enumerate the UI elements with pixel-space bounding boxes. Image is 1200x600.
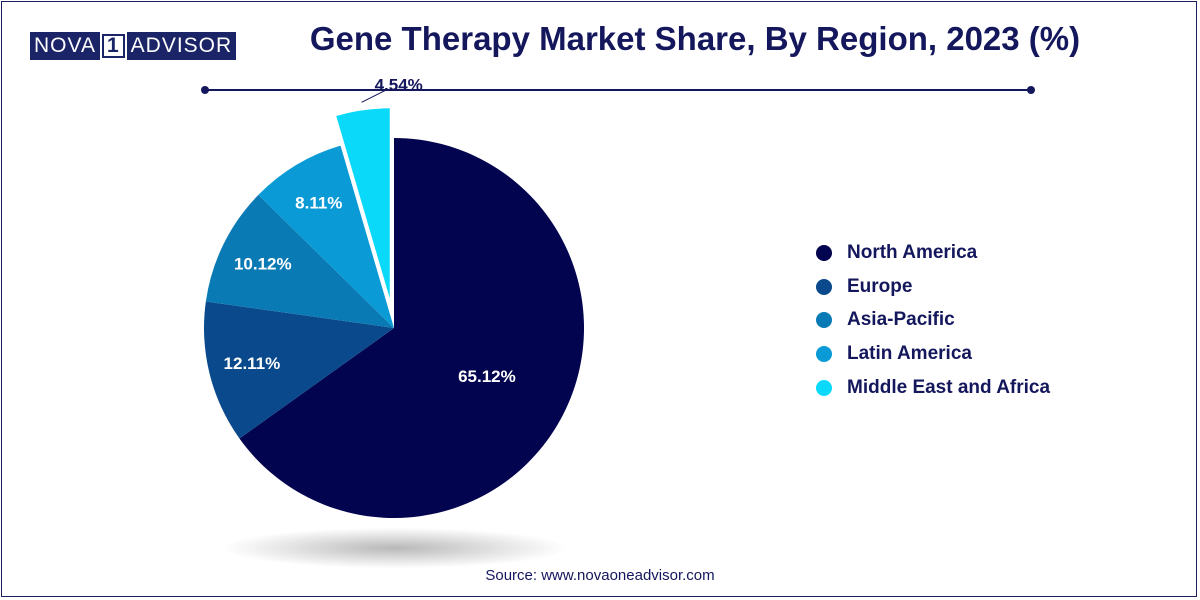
data-label-asia-pacific: 10.12% [234, 254, 292, 273]
pie-slice-middle-east-and-africa [336, 108, 390, 299]
data-label-europe: 12.11% [224, 354, 281, 373]
legend-item-europe: Europe [816, 270, 1050, 304]
legend-label-middle-east-and-africa: Middle East and Africa [847, 376, 1051, 398]
pie-shadow [225, 528, 565, 568]
legend-label-europe: Europe [847, 275, 913, 297]
leader-line-middle-east-and-africa [361, 89, 386, 103]
data-label-north-america: 65.12% [458, 367, 516, 386]
chart-title: Gene Therapy Market Share, By Region, 20… [309, 20, 1081, 57]
pie-slice-asia-pacific [205, 194, 394, 328]
title-divider-left-dot [201, 86, 209, 94]
legend-label-north-america: North America [847, 241, 978, 263]
legend-swatch-latin-america [816, 346, 832, 363]
title-divider [205, 89, 1031, 91]
legend-item-middle-east-and-africa: Middle East and Africa [816, 371, 1050, 405]
legend-label-latin-america: Latin America [847, 343, 972, 365]
brand-logo-left: NOVA [30, 32, 100, 60]
brand-logo-right: ADVISOR [126, 32, 237, 60]
pie-slice-europe [204, 301, 394, 439]
legend-swatch-asia-pacific [816, 312, 832, 329]
legend-swatch-north-america [816, 244, 832, 261]
brand-logo: NOVA 1 ADVISOR [30, 31, 237, 61]
data-label-middle-east-and-africa: 4.54% [375, 75, 423, 94]
title-divider-right-dot [1027, 86, 1035, 94]
pie-slice-north-america [239, 138, 585, 518]
data-label-latin-america: 8.11% [295, 194, 342, 213]
pie-slice-latin-america [258, 145, 394, 328]
legend-item-asia-pacific: Asia-Pacific [816, 304, 1050, 338]
legend-swatch-middle-east-and-africa [816, 379, 832, 396]
legend-label-asia-pacific: Asia-Pacific [847, 309, 955, 331]
legend-item-north-america: North America [816, 236, 1050, 270]
chart-legend: North America Europe Asia-Pacific Latin Ame… [816, 236, 1050, 405]
brand-logo-middle: 1 [101, 34, 125, 58]
legend-item-latin-america: Latin America [816, 337, 1050, 371]
source-note: Source: www.novaoneadvisor.com [485, 567, 715, 584]
legend-swatch-europe [816, 278, 832, 295]
